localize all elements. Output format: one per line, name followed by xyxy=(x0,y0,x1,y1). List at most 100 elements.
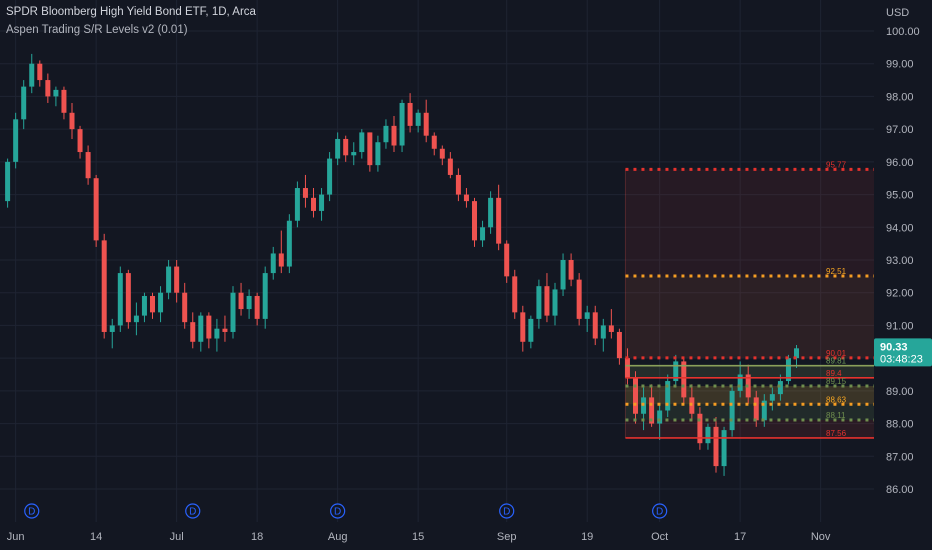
candle xyxy=(560,253,566,296)
candle xyxy=(737,361,743,398)
candle xyxy=(61,86,67,120)
candle-body xyxy=(769,394,775,401)
candle xyxy=(29,53,35,94)
candle xyxy=(472,197,477,247)
sr-level-label: 89.81 xyxy=(826,357,847,366)
candle-body xyxy=(439,148,445,159)
candle-body xyxy=(214,328,220,339)
candle xyxy=(351,142,357,166)
candle-body xyxy=(174,266,180,293)
candle-body xyxy=(206,315,212,339)
candle-body xyxy=(5,161,11,202)
candle xyxy=(158,286,164,323)
candle-body xyxy=(777,381,783,395)
candle-body xyxy=(713,426,719,467)
candle-body xyxy=(335,138,341,159)
candle-body xyxy=(246,295,252,310)
candle-body xyxy=(21,86,27,120)
dividend-marker-icon[interactable]: D xyxy=(330,503,346,519)
candle-body xyxy=(278,253,284,267)
candle xyxy=(552,282,558,326)
candle-body xyxy=(584,312,590,319)
candle xyxy=(206,312,212,349)
candle-body xyxy=(568,260,574,280)
price-tick-label: 97.00 xyxy=(886,124,914,136)
price-tick-label: 94.00 xyxy=(886,222,914,234)
indicator-label[interactable]: Aspen Trading S/R Levels v2 (0.01) xyxy=(6,24,188,36)
candle xyxy=(109,318,115,349)
candle-body xyxy=(45,80,51,97)
candle xyxy=(447,152,453,179)
price-tick-label: 87.00 xyxy=(886,451,914,463)
candle xyxy=(286,214,292,274)
candle-body xyxy=(729,390,735,431)
candle xyxy=(439,145,445,166)
dividend-marker-circle xyxy=(499,503,515,519)
candle-body xyxy=(327,158,333,195)
candle-body xyxy=(101,240,107,332)
candle xyxy=(302,174,308,208)
dividend-marker-circle xyxy=(185,503,201,519)
time-tick-label: 15 xyxy=(412,531,424,543)
dividend-marker-icon[interactable]: D xyxy=(499,503,515,519)
time-tick-label: Nov xyxy=(811,531,831,543)
candle-body xyxy=(472,201,477,241)
candle xyxy=(375,135,381,172)
candle-body xyxy=(391,125,397,146)
candle xyxy=(150,292,155,319)
candle xyxy=(383,119,389,149)
candle xyxy=(600,318,606,352)
candle xyxy=(697,407,703,450)
candle xyxy=(480,220,486,247)
candle xyxy=(584,305,590,332)
candle-body xyxy=(697,413,703,444)
candle xyxy=(85,145,91,185)
candle-body xyxy=(407,102,413,126)
candle-body xyxy=(222,328,228,332)
sr-zone xyxy=(625,169,874,277)
candle-body xyxy=(649,397,655,424)
candle xyxy=(278,230,284,274)
dividend-marker-icon[interactable]: D xyxy=(185,503,201,519)
candle-body xyxy=(528,318,534,342)
candle xyxy=(665,374,671,418)
candle-body xyxy=(705,426,711,444)
candle-body xyxy=(504,243,510,277)
candle-body xyxy=(343,138,349,156)
dividend-marker-icon[interactable]: D xyxy=(652,503,668,519)
candle xyxy=(496,184,502,251)
candle-body xyxy=(158,292,164,313)
time-tick-label: Sep xyxy=(497,531,517,543)
candle xyxy=(53,86,59,107)
candle xyxy=(528,315,534,349)
candle xyxy=(254,292,260,326)
candle xyxy=(93,174,99,247)
candle-body xyxy=(133,315,139,323)
candle xyxy=(407,93,413,133)
candle-body xyxy=(53,89,59,97)
candle-body xyxy=(681,361,687,398)
candle-body xyxy=(552,289,558,316)
candle-body xyxy=(150,295,155,313)
time-tick-label: 14 xyxy=(90,531,102,543)
candle-body xyxy=(536,286,542,319)
candle xyxy=(311,188,316,218)
candle-body xyxy=(721,430,727,467)
candle-body xyxy=(512,276,518,313)
candle-body xyxy=(657,410,663,424)
price-tick-label: 100.00 xyxy=(886,26,920,38)
candle-body xyxy=(447,158,453,175)
candle xyxy=(673,354,679,388)
candle-body xyxy=(367,132,373,166)
candle xyxy=(69,102,75,139)
candle xyxy=(190,312,196,349)
candle xyxy=(141,292,147,323)
candle-body xyxy=(238,292,244,310)
dividend-marker-icon[interactable]: D xyxy=(24,503,40,519)
candle-body xyxy=(230,292,236,332)
